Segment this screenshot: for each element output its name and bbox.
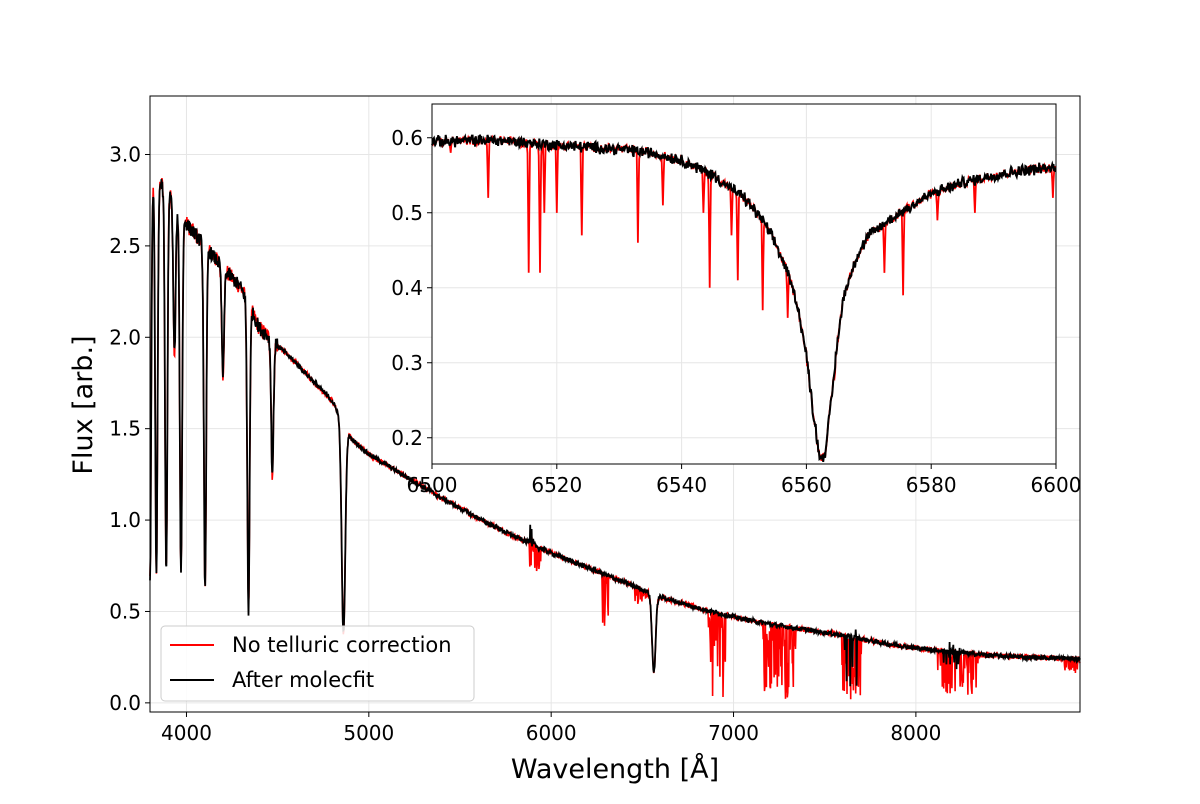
- main-x-tick-label: 4000: [161, 721, 212, 745]
- legend-label-no-correction: No telluric correction: [232, 633, 452, 657]
- main-y-tick-label: 2.5: [109, 234, 141, 258]
- inset-plot-area: [431, 133, 1057, 463]
- main-x-tick-label: 8000: [890, 721, 941, 745]
- main-ticks: 4000 5000 6000 7000 8000 0.0 0.5 1.0 1.5 2.0 2.5 3.…: [109, 142, 941, 745]
- main-y-tick-label: 0.0: [109, 691, 141, 715]
- legend: No telluric correction After molecfit: [160, 625, 475, 702]
- legend-label-molecfit: After molecfit: [232, 668, 374, 692]
- inset-ticks: 6500 6520 6540 6560 6580 6600 0.2 0.3 0.4 0.5 0.6: [391, 126, 1081, 497]
- inset-y-tick-label: 0.3: [391, 351, 423, 375]
- inset-y-tick-label: 0.4: [391, 276, 423, 300]
- series-after-molecfit-line: [149, 179, 1081, 687]
- main-plot-area: [149, 177, 1081, 700]
- legend-box: [160, 625, 475, 702]
- main-y-tick-label: 1.5: [109, 417, 141, 441]
- inset-x-tick-label: 6540: [656, 473, 707, 497]
- main-x-tick-label: 5000: [343, 721, 394, 745]
- main-y-tick-label: 0.5: [109, 599, 141, 623]
- main-y-axis-title: Flux [arb.]: [68, 335, 99, 474]
- main-y-tick-label: 3.0: [109, 142, 141, 166]
- main-x-axis-title: Wavelength [Å]: [511, 753, 719, 785]
- inset-background: [432, 104, 1056, 464]
- main-x-tick-label: 6000: [526, 721, 577, 745]
- inset-x-tick-label: 6500: [407, 473, 458, 497]
- inset-y-tick-label: 0.2: [391, 426, 423, 450]
- inset-axes-frame: [431, 103, 1057, 465]
- inset-y-tick-label: 0.5: [391, 201, 423, 225]
- inset-x-tick-label: 6600: [1031, 473, 1082, 497]
- inset-series-after-molecfit-line: [431, 133, 1057, 463]
- main-y-tick-label: 2.0: [109, 325, 141, 349]
- main-y-tick-label: 1.0: [109, 508, 141, 532]
- inset-x-tick-label: 6580: [906, 473, 957, 497]
- inset-x-tick-label: 6560: [781, 473, 832, 497]
- inset-y-tick-label: 0.6: [391, 126, 423, 150]
- main-x-tick-label: 7000: [708, 721, 759, 745]
- main-axes-frame: [149, 95, 1081, 713]
- inset-x-tick-label: 6520: [531, 473, 582, 497]
